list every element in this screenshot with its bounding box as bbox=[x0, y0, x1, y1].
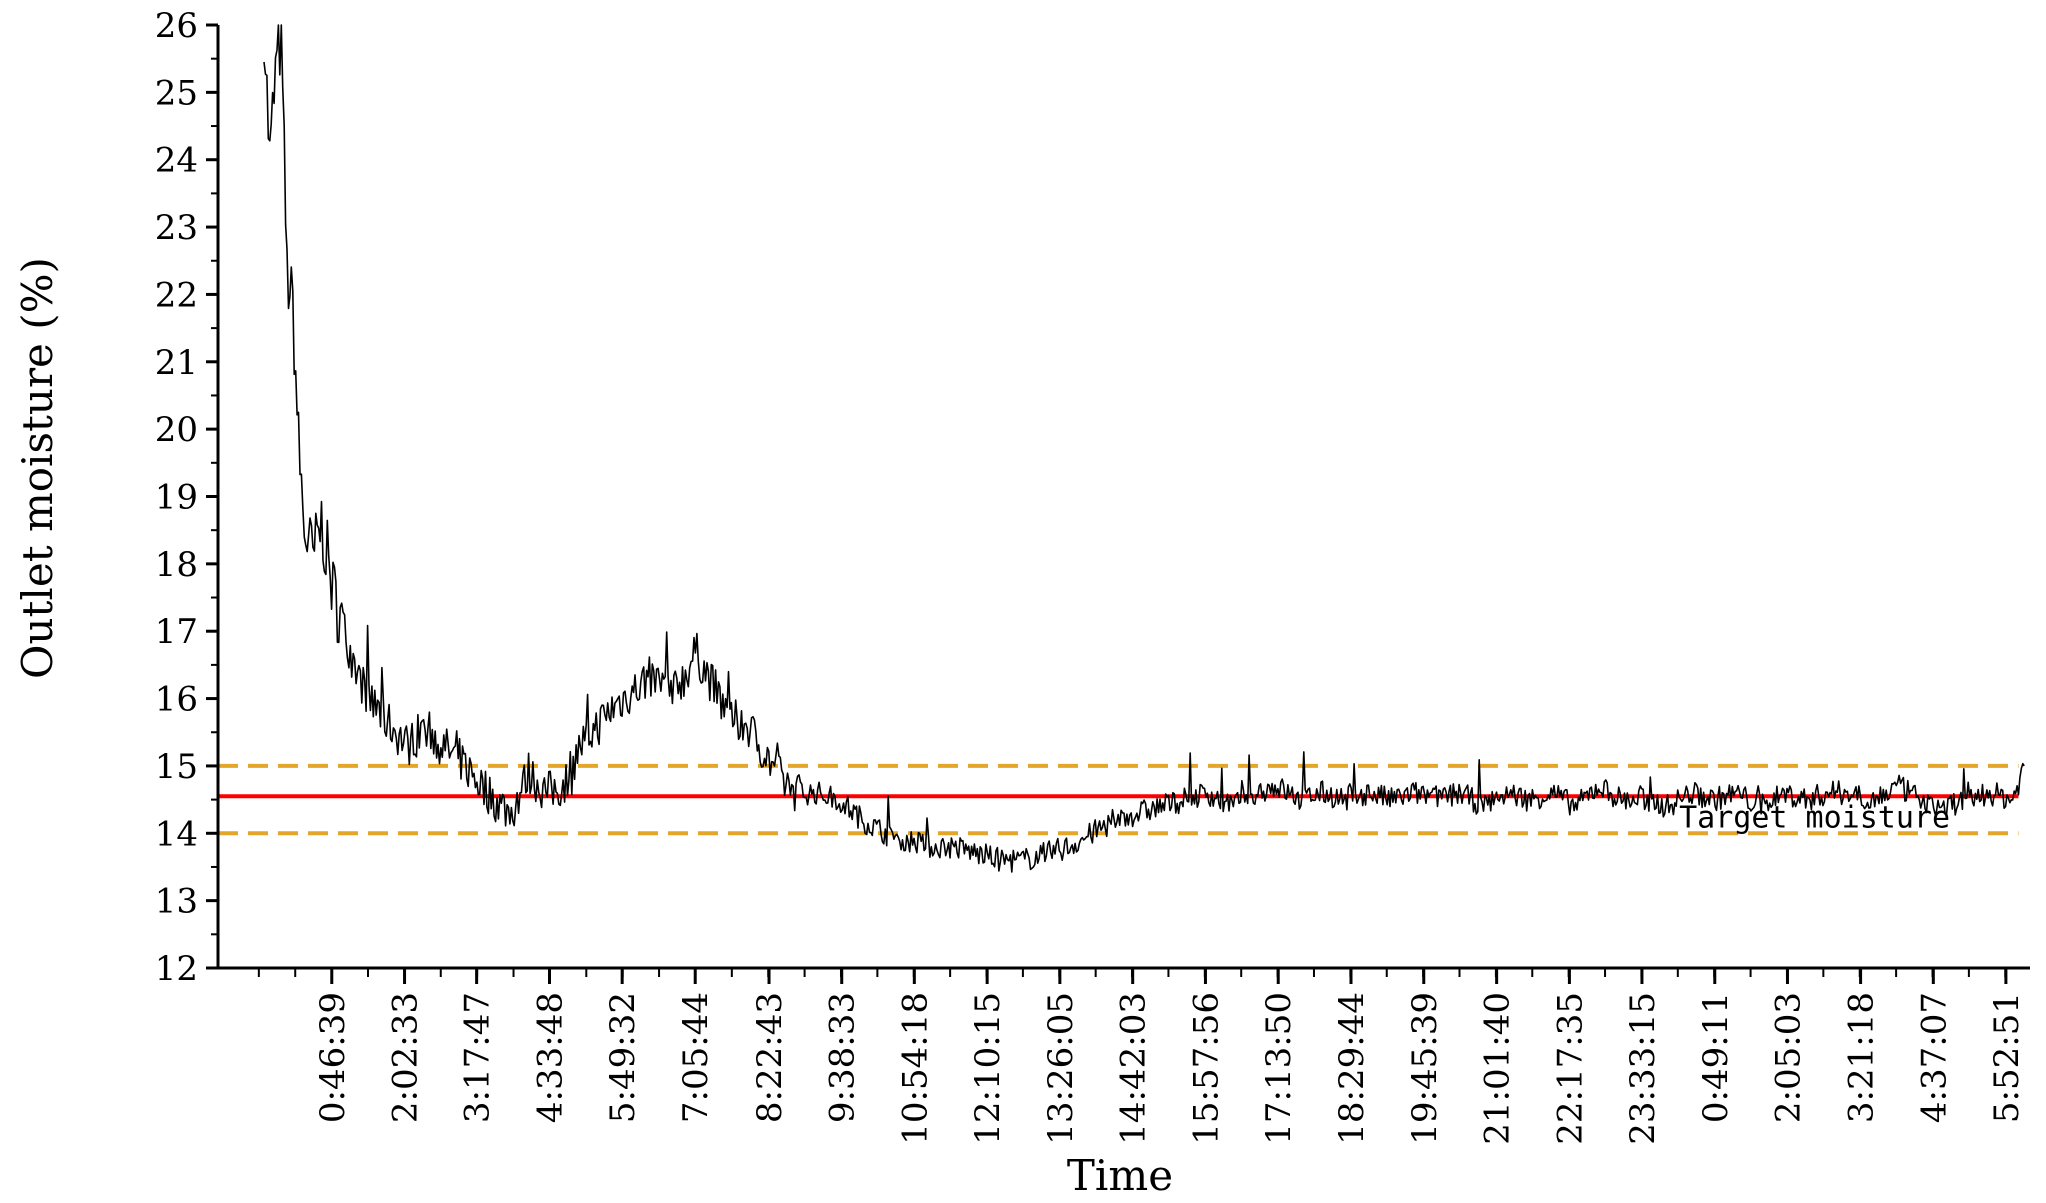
x-tick-label: 8:22:43 bbox=[750, 992, 790, 1123]
x-tick-label: 13:26:05 bbox=[1041, 992, 1081, 1145]
x-tick-label: 19:45:39 bbox=[1405, 992, 1445, 1145]
x-tick-label: 10:54:18 bbox=[895, 992, 935, 1145]
y-tick-label: 15 bbox=[155, 747, 198, 787]
x-tick-label: 7:05:44 bbox=[676, 992, 716, 1123]
x-tick-label: 5:52:51 bbox=[1987, 992, 2027, 1123]
x-tick-label: 12:10:15 bbox=[968, 992, 1008, 1145]
x-tick-label: 0:46:39 bbox=[313, 992, 353, 1123]
y-tick-label: 25 bbox=[155, 73, 198, 113]
y-tick-label: 26 bbox=[155, 6, 198, 46]
x-tick-label: 4:33:48 bbox=[531, 992, 571, 1123]
x-tick-label: 14:42:03 bbox=[1114, 992, 1154, 1145]
y-tick-label: 14 bbox=[155, 814, 198, 854]
series-line bbox=[263, 24, 2025, 873]
x-tick-label: 2:05:03 bbox=[1768, 992, 1808, 1123]
target-moisture-label: Target moisture bbox=[1679, 800, 1950, 835]
y-tick-label: 17 bbox=[155, 612, 198, 652]
x-tick-label: 3:21:18 bbox=[1842, 992, 1882, 1123]
y-tick-label: 22 bbox=[155, 275, 198, 315]
x-tick-label: 9:38:33 bbox=[823, 992, 863, 1123]
x-tick-label: 17:13:50 bbox=[1259, 992, 1299, 1145]
x-tick-label: 5:49:32 bbox=[603, 992, 643, 1123]
x-tick-label: 0:49:11 bbox=[1696, 992, 1736, 1123]
y-tick-label: 19 bbox=[155, 478, 198, 518]
y-tick-label: 20 bbox=[155, 410, 198, 450]
y-tick-label: 16 bbox=[155, 680, 198, 720]
x-tick-label: 3:17:47 bbox=[458, 992, 498, 1123]
y-axis-title: Outlet moisture (%) bbox=[13, 257, 62, 679]
x-tick-label: 22:17:35 bbox=[1550, 992, 1590, 1145]
x-tick-label: 15:57:56 bbox=[1186, 992, 1226, 1145]
y-tick-label: 13 bbox=[155, 882, 198, 922]
x-tick-label: 18:29:44 bbox=[1332, 992, 1372, 1145]
x-tick-label: 23:33:15 bbox=[1623, 992, 1663, 1145]
x-tick-label: 21:01:40 bbox=[1478, 992, 1518, 1145]
y-tick-label: 23 bbox=[155, 208, 198, 248]
y-tick-label: 24 bbox=[155, 141, 198, 181]
y-tick-label: 12 bbox=[155, 949, 198, 989]
x-axis-title: Time bbox=[1067, 1151, 1173, 1200]
y-tick-label: 18 bbox=[155, 545, 198, 585]
y-tick-label: 21 bbox=[155, 343, 198, 383]
x-tick-label: 2:02:33 bbox=[386, 992, 426, 1123]
x-tick-label: 4:37:07 bbox=[1914, 992, 1954, 1123]
